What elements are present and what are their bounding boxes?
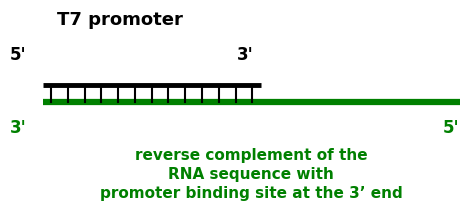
Text: 5': 5' [443,119,460,137]
Text: 3': 3' [237,46,254,64]
Text: 5': 5' [9,46,26,64]
Text: 3': 3' [9,119,26,137]
Text: reverse complement of the
RNA sequence with
promoter binding site at the 3’ end: reverse complement of the RNA sequence w… [100,148,402,201]
Text: T7 promoter: T7 promoter [57,11,183,29]
